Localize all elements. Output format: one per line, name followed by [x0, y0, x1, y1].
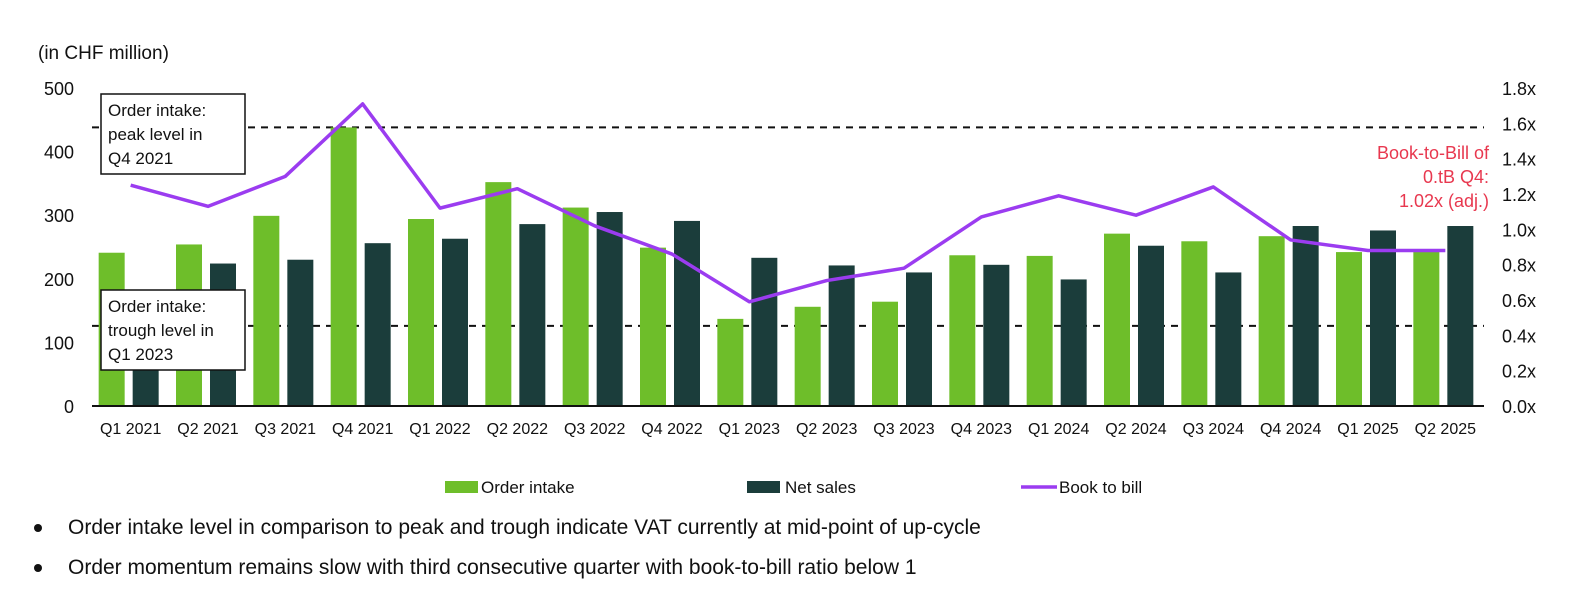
- right-tick-label: 1.8x: [1502, 79, 1536, 99]
- left-tick-label: 500: [44, 79, 74, 99]
- left-tick-label: 400: [44, 143, 74, 163]
- net-sales-bar: [1060, 279, 1087, 406]
- order-intake-bar: [640, 247, 666, 406]
- right-tick-label: 0.8x: [1502, 256, 1536, 276]
- x-tick-label: Q2 2024: [1105, 421, 1166, 438]
- bullet-item: Order momentum remains slow with third c…: [30, 548, 1570, 588]
- x-tick-label: Q4 2024: [1260, 421, 1321, 438]
- net-sales-bar: [364, 243, 391, 406]
- order-intake-bar: [949, 255, 976, 406]
- order-intake-bar: [872, 301, 898, 406]
- net-sales-bar: [983, 264, 1010, 406]
- x-tick-label: Q4 2021: [332, 421, 393, 438]
- left-tick-label: 100: [44, 333, 74, 353]
- reference-callout-text: Q4 2021: [108, 149, 173, 168]
- right-tick-label: 0.4x: [1502, 326, 1536, 346]
- x-tick-label: Q3 2024: [1183, 421, 1244, 438]
- net-sales-bar: [1370, 230, 1396, 406]
- reference-callout-box: [100, 93, 246, 175]
- left-axis-ticks: 0 100 200 300 400 500: [44, 79, 74, 417]
- net-sales-bar: [906, 272, 932, 406]
- x-tick-label: Q3 2023: [873, 421, 934, 438]
- order-intake-bar: [1413, 250, 1440, 406]
- right-axis-ticks: 0.0x 0.2x 0.4x 0.6x 0.8x 1.0x 1.2x 1.4x 1.6x 1.8x: [1502, 79, 1536, 417]
- annotation-text: Book-to-Bill of: [1377, 143, 1490, 163]
- reference-callout-text: trough level in: [108, 321, 214, 340]
- book-to-bill-line: [130, 102, 1446, 304]
- order-intake-bar: [1258, 236, 1285, 406]
- legend-swatch-order-intake: [445, 481, 478, 493]
- x-tick-label: Q1 2023: [719, 421, 780, 438]
- right-tick-label: 1.4x: [1502, 150, 1536, 170]
- net-sales-bar: [1292, 226, 1319, 406]
- left-tick-label: 0: [64, 397, 74, 417]
- x-tick-label: Q2 2021: [177, 421, 238, 438]
- right-tick-label: 1.6x: [1502, 114, 1536, 134]
- unit-label: (in CHF million): [38, 43, 169, 64]
- x-tick-label: Q1 2022: [409, 421, 470, 438]
- legend-swatch-net-sales: [747, 481, 780, 493]
- annotation-text: 1.02x (adj.): [1399, 191, 1489, 211]
- x-axis-ticks: Q1 2021 Q2 2021 Q3 2021 Q4 2021 Q1 2022 Q2 20…: [100, 421, 1476, 438]
- order-intake-bar: [794, 306, 821, 406]
- order-intake-bar: [717, 318, 744, 406]
- order-intake-bar: [408, 219, 434, 406]
- x-tick-label: Q2 2022: [487, 421, 548, 438]
- left-tick-label: 200: [44, 270, 74, 290]
- legend-label-book-to-bill: Book to bill: [1059, 478, 1142, 497]
- x-tick-label: Q1 2021: [100, 421, 161, 438]
- order-intake-bar: [485, 182, 512, 406]
- order-intake-bar: [1104, 233, 1130, 406]
- order-intake-bar: [330, 127, 357, 406]
- right-tick-label: 0.0x: [1502, 397, 1536, 417]
- net-sales-bar: [442, 238, 468, 406]
- order-intake-bar: [1336, 252, 1362, 406]
- x-tick-label: Q1 2024: [1028, 421, 1089, 438]
- right-tick-label: 0.2x: [1502, 362, 1536, 382]
- x-tick-label: Q4 2022: [641, 421, 702, 438]
- bullet-item: Order intake level in comparison to peak…: [30, 508, 1570, 548]
- order-intake-bar: [562, 207, 589, 406]
- reference-callout-box: [100, 289, 246, 371]
- net-sales-bar: [596, 212, 623, 406]
- legend-label-order-intake: Order intake: [481, 478, 575, 497]
- legend: Order intake Net sales Book to bill: [445, 478, 1142, 497]
- annotation-text: 0.tB Q4:: [1423, 167, 1489, 187]
- combo-chart: 0 100 200 300 400 500 0.0x 0.2x 0.4x 0.6x 0.8x 1.0…: [44, 79, 1536, 497]
- net-sales-bar: [828, 265, 855, 406]
- right-tick-label: 1.2x: [1502, 185, 1536, 205]
- net-sales-bar: [287, 259, 314, 406]
- right-tick-label: 0.6x: [1502, 291, 1536, 311]
- right-tick-label: 1.0x: [1502, 220, 1536, 240]
- x-tick-label: Q3 2021: [255, 421, 316, 438]
- reference-callout-text: Q1 2023: [108, 345, 173, 364]
- net-sales-bar: [1138, 245, 1164, 406]
- net-sales-bar: [674, 220, 700, 406]
- legend-label-net-sales: Net sales: [785, 478, 856, 497]
- x-tick-label: Q2 2023: [796, 421, 857, 438]
- x-tick-label: Q1 2025: [1337, 421, 1398, 438]
- reference-callout-text: peak level in: [108, 125, 203, 144]
- x-tick-label: Q4 2023: [951, 421, 1012, 438]
- net-sales-bar: [519, 224, 546, 406]
- reference-callout-text: Order intake:: [108, 101, 206, 120]
- reference-callouts: Order intake: peak level in Q4 2021 Order i…: [100, 93, 246, 371]
- bullet-list: Order intake level in comparison to peak…: [30, 508, 1570, 588]
- reference-lines: [92, 126, 1484, 327]
- x-tick-label: Q3 2022: [564, 421, 625, 438]
- reference-callout-text: Order intake:: [108, 297, 206, 316]
- book-to-bill-line-group: [130, 102, 1446, 304]
- bars: [98, 127, 1474, 406]
- net-sales-bar: [1215, 272, 1242, 406]
- x-tick-label: Q2 2025: [1415, 421, 1476, 438]
- order-intake-bar: [253, 215, 280, 406]
- order-intake-bar: [1181, 241, 1208, 406]
- left-tick-label: 300: [44, 206, 74, 226]
- order-intake-bar: [1026, 255, 1053, 406]
- book-to-bill-annotation: Book-to-Bill of 0.tB Q4: 1.02x (adj.): [1377, 143, 1490, 211]
- net-sales-bar: [751, 257, 778, 406]
- net-sales-bar: [1447, 226, 1474, 406]
